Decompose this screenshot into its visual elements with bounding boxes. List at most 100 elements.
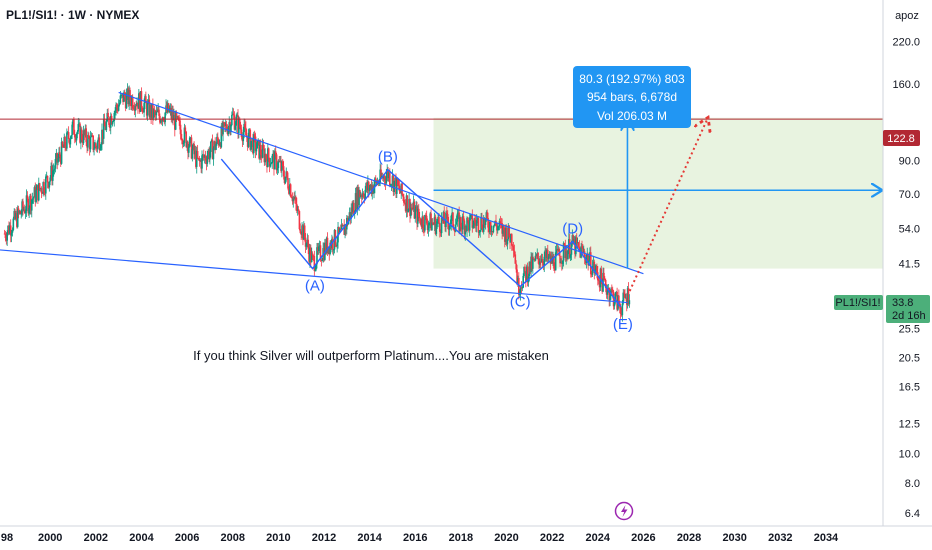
candle-body	[542, 263, 545, 266]
wave-path	[220, 158, 622, 308]
candle-body	[611, 290, 614, 292]
candle-body	[624, 293, 626, 299]
candle-body	[436, 221, 438, 224]
candle-body	[402, 194, 404, 197]
candle-body	[386, 169, 388, 176]
candle-body	[614, 293, 617, 303]
wave-labels-group: (A) (B) (C) (D) (E)	[305, 149, 633, 333]
candle-body	[524, 266, 526, 272]
candle-body	[98, 137, 101, 151]
candle-body	[274, 151, 277, 155]
candle-body	[308, 248, 310, 262]
time-tick-label: 2022	[540, 532, 564, 544]
candle-body	[303, 225, 305, 240]
candle-body	[125, 93, 128, 109]
candle-body	[484, 218, 487, 225]
candle-body	[145, 102, 148, 116]
candle-body	[417, 208, 420, 217]
candle-body	[539, 261, 542, 263]
candle-body	[129, 90, 131, 101]
projection-path	[628, 119, 708, 292]
candle-body	[413, 201, 416, 219]
candle-body	[405, 195, 408, 212]
candle-body	[97, 137, 100, 142]
measure-box[interactable]: 80.3 (192.97%) 803 954 bars, 6,678d Vol …	[573, 66, 691, 128]
candle-body	[241, 137, 244, 142]
candle-body	[240, 129, 243, 138]
candle-body	[389, 172, 391, 185]
candle-body	[79, 123, 81, 143]
candle-body	[384, 180, 387, 184]
candle-body	[412, 201, 415, 210]
candle-body	[609, 296, 611, 301]
candle-body	[179, 120, 181, 130]
candle-body	[307, 239, 309, 249]
event-marker[interactable]	[614, 501, 634, 521]
candle-body	[242, 132, 245, 142]
candle-body	[621, 303, 624, 316]
candle-body	[58, 152, 60, 159]
candle-body	[311, 253, 314, 256]
candle-body	[303, 225, 306, 238]
candle-body	[41, 192, 44, 194]
price-tick-label: 70.0	[899, 189, 920, 201]
candle-body	[210, 139, 213, 142]
candle-body	[266, 158, 268, 168]
candle-body	[109, 115, 112, 128]
candle-body	[379, 169, 381, 183]
candle-body	[175, 112, 178, 118]
candle-body	[474, 219, 476, 223]
candle-body	[88, 134, 90, 139]
candle-body	[108, 116, 110, 125]
candle-body	[605, 288, 608, 295]
lightning-icon	[621, 505, 628, 517]
candle-body	[163, 120, 166, 123]
candle-body	[427, 225, 430, 231]
candle-body	[139, 91, 142, 112]
target-zone	[433, 117, 883, 269]
candle-body	[554, 252, 557, 271]
candle-body	[237, 115, 239, 133]
candle-body	[559, 255, 561, 264]
candle-body	[410, 207, 412, 217]
candle-body	[205, 160, 208, 164]
candle-body	[283, 176, 286, 184]
candle-body	[68, 138, 71, 145]
candle-body	[374, 178, 377, 181]
candle-body	[350, 207, 352, 219]
candle-body	[153, 109, 156, 112]
candle-body	[382, 175, 385, 179]
candle-body	[93, 148, 95, 150]
candle-body	[562, 243, 565, 261]
candle-body	[273, 153, 275, 170]
candle-body	[547, 256, 550, 260]
candle-body	[600, 268, 603, 280]
candle-body	[252, 134, 255, 154]
candle-body	[171, 111, 173, 119]
candle-body	[409, 199, 411, 217]
candle-body	[292, 197, 295, 202]
candle-body	[482, 219, 485, 232]
candle-body	[253, 134, 256, 137]
candle-body	[47, 182, 50, 188]
candle-body	[611, 288, 613, 291]
scale-mode-label[interactable]: apoz	[895, 10, 919, 22]
candle-body	[582, 247, 584, 252]
candle-body	[418, 216, 421, 219]
candle-body	[625, 297, 627, 299]
price-scale-bg[interactable]	[883, 0, 932, 526]
last-price-value: 33.8	[892, 297, 913, 309]
candle-body	[293, 197, 295, 199]
candle-body	[188, 137, 191, 147]
candle-body	[235, 116, 238, 126]
candle-body	[286, 171, 288, 178]
candle-body	[440, 218, 443, 234]
candle-body	[113, 112, 116, 121]
candle-body	[353, 202, 355, 214]
candle-body	[300, 232, 302, 235]
candle-body	[40, 188, 43, 193]
candle-body	[429, 213, 431, 223]
candle-body	[530, 256, 532, 273]
candle-body	[204, 155, 207, 161]
